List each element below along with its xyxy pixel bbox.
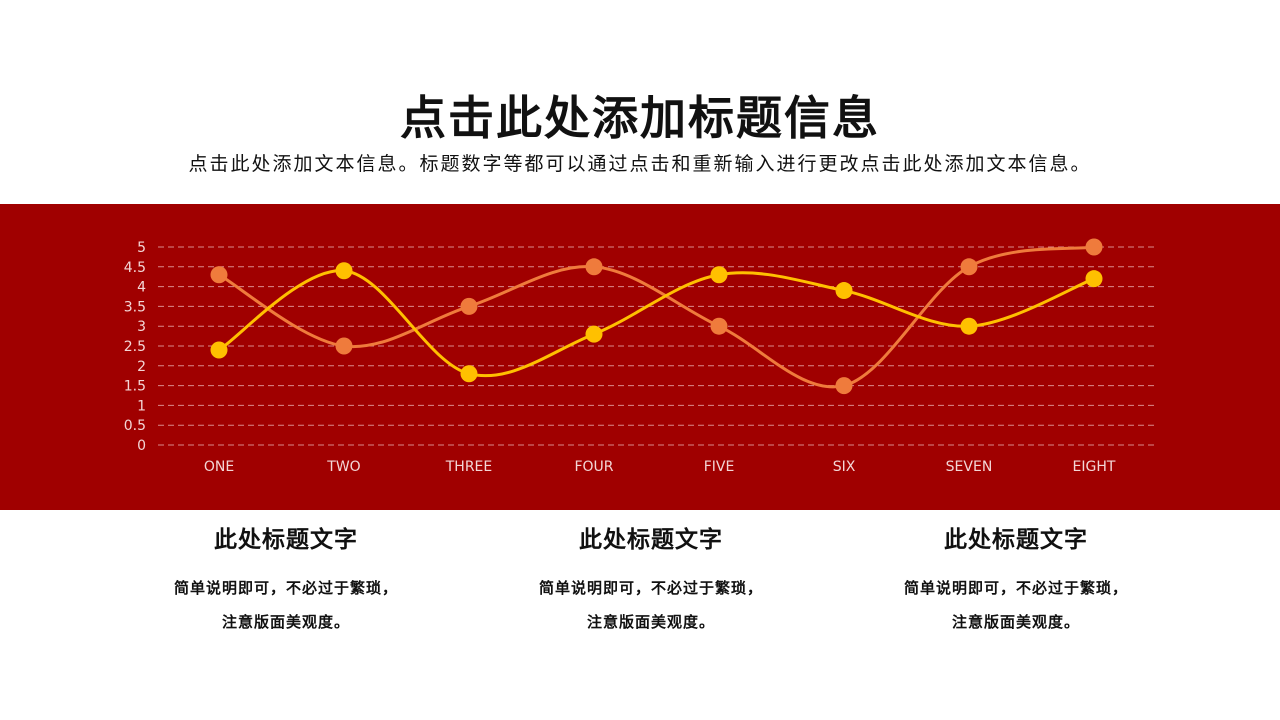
page-title: 点击此处添加标题信息	[400, 91, 880, 145]
x-tick-label: FIVE	[704, 459, 735, 475]
series-1-point	[210, 266, 228, 284]
card-desc-line: 简单说明即可，不必过于繁琐，	[903, 579, 1128, 597]
x-tick-label: ONE	[204, 459, 234, 475]
series-2-point	[585, 325, 603, 343]
card-desc-line: 简单说明即可，不必过于繁琐，	[173, 579, 398, 597]
page-subtitle: 点击此处添加文本信息。标题数字等都可以通过点击和重新输入进行更改点击此处添加文本…	[188, 153, 1092, 175]
series-1-point	[335, 337, 353, 355]
card-desc-line: 简单说明即可，不必过于繁琐，	[538, 579, 763, 597]
y-tick-label: 0	[137, 438, 146, 454]
series-2-point	[710, 266, 728, 284]
x-tick-label: FOUR	[574, 459, 613, 475]
card-desc-line: 注意版面美观度。	[951, 613, 1080, 631]
y-tick-label: 0.5	[124, 418, 146, 434]
series-2-point	[460, 365, 478, 383]
series-1-point	[1085, 238, 1103, 256]
y-tick-label: 4.5	[124, 260, 146, 276]
card-title: 此处标题文字	[214, 527, 358, 553]
y-tick-label: 1.5	[124, 379, 146, 395]
series-1-point	[585, 258, 603, 276]
y-tick-label: 5	[137, 240, 146, 256]
info-card-3: 此处标题文字 简单说明即可，不必过于繁琐， 注意版面美观度。	[836, 523, 1196, 639]
grid-layer	[158, 246, 1156, 446]
series-2-point	[210, 341, 228, 359]
card-description: 简单说明即可，不必过于繁琐， 注意版面美观度。	[106, 571, 466, 639]
x-tick-label: SEVEN	[946, 459, 993, 475]
y-tick-label: 2.5	[124, 339, 146, 355]
series-points	[210, 238, 1103, 395]
line-chart: 0 0.5 1 1.5 2 2.5 3 3.5 4 4.5 5 ONE TWO THREE FOUR FIV…	[124, 238, 1156, 475]
info-card-2: 此处标题文字 简单说明即可，不必过于繁琐， 注意版面美观度。	[471, 523, 831, 639]
card-desc-line: 注意版面美观度。	[221, 613, 350, 631]
y-axis-ticks: 0 0.5 1 1.5 2 2.5 3 3.5 4 4.5 5	[124, 240, 146, 454]
series-2-point	[835, 282, 853, 300]
y-tick-label: 2	[137, 359, 146, 375]
series-1-point	[960, 258, 978, 276]
y-tick-label: 3.5	[124, 299, 146, 315]
y-tick-label: 3	[137, 319, 146, 335]
card-title: 此处标题文字	[944, 527, 1088, 553]
card-description: 简单说明即可，不必过于繁琐， 注意版面美观度。	[836, 571, 1196, 639]
x-tick-label: TWO	[326, 459, 360, 475]
y-tick-label: 4	[137, 280, 146, 296]
info-card-1: 此处标题文字 简单说明即可，不必过于繁琐， 注意版面美观度。	[106, 523, 466, 639]
x-axis-ticks: ONE TWO THREE FOUR FIVE SIX SEVEN EIGHT	[204, 459, 1116, 475]
series-1-point	[835, 377, 853, 395]
series-2-point	[335, 262, 353, 280]
series-2-point	[1085, 270, 1103, 288]
y-tick-label: 1	[137, 398, 146, 414]
x-tick-label: THREE	[445, 459, 493, 475]
chart-band: 0 0.5 1 1.5 2 2.5 3 3.5 4 4.5 5 ONE TWO THREE FOUR FIV…	[0, 204, 1280, 510]
x-tick-label: SIX	[833, 459, 856, 475]
card-description: 简单说明即可，不必过于繁琐， 注意版面美观度。	[471, 571, 831, 639]
series-1-point	[710, 317, 728, 335]
series-2-point	[960, 317, 978, 335]
card-desc-line: 注意版面美观度。	[586, 613, 715, 631]
card-title: 此处标题文字	[579, 527, 723, 553]
x-tick-label: EIGHT	[1073, 459, 1116, 475]
series-1-point	[460, 297, 478, 315]
